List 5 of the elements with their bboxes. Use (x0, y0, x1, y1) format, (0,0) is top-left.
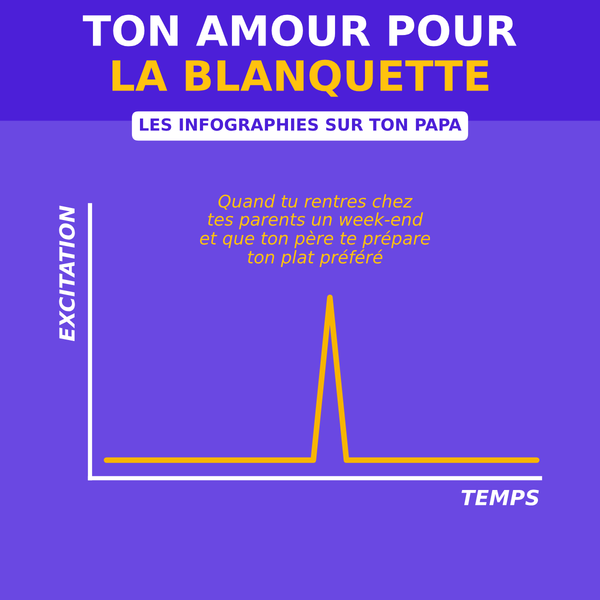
text: Quand tu rentres chez tes parents un week-end et que ton père te prépare ton plat préféré (200, 194, 430, 267)
y-axis-title: EXCITATION (59, 206, 75, 342)
x-axis-title: TEMPS (462, 490, 539, 506)
chart-subtitle: LES INFOGRAPHIES SUR TON PAPA (140, 118, 462, 131)
chart-title: TON AMOUR POUR LA BLANQUETTE (82, 14, 516, 97)
